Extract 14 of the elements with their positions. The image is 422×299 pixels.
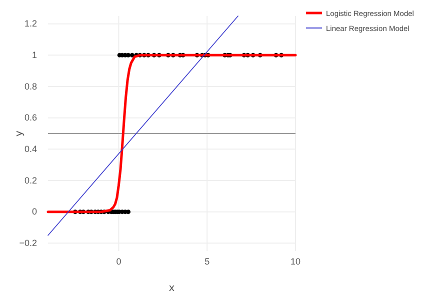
x-tick-label: 5	[204, 256, 210, 266]
x-tick-label: 10	[290, 256, 301, 266]
line-series	[46, 54, 297, 214]
y-tick-label: 0.2	[24, 175, 37, 186]
x-axis-title: x	[168, 283, 175, 294]
y-axis-title: y	[14, 130, 25, 136]
y-tick-label: 1.2	[24, 18, 37, 29]
y-tick-label: 0.4	[24, 144, 37, 154]
y-tick-label: 1	[32, 50, 37, 60]
y-tick-label: 0	[32, 206, 37, 217]
y-tick-label: 0.8	[24, 81, 37, 92]
y-tick-label: 0.6	[24, 112, 37, 123]
y-tick-label: −0.2	[19, 238, 37, 248]
x-tick-label: 0	[116, 256, 122, 266]
